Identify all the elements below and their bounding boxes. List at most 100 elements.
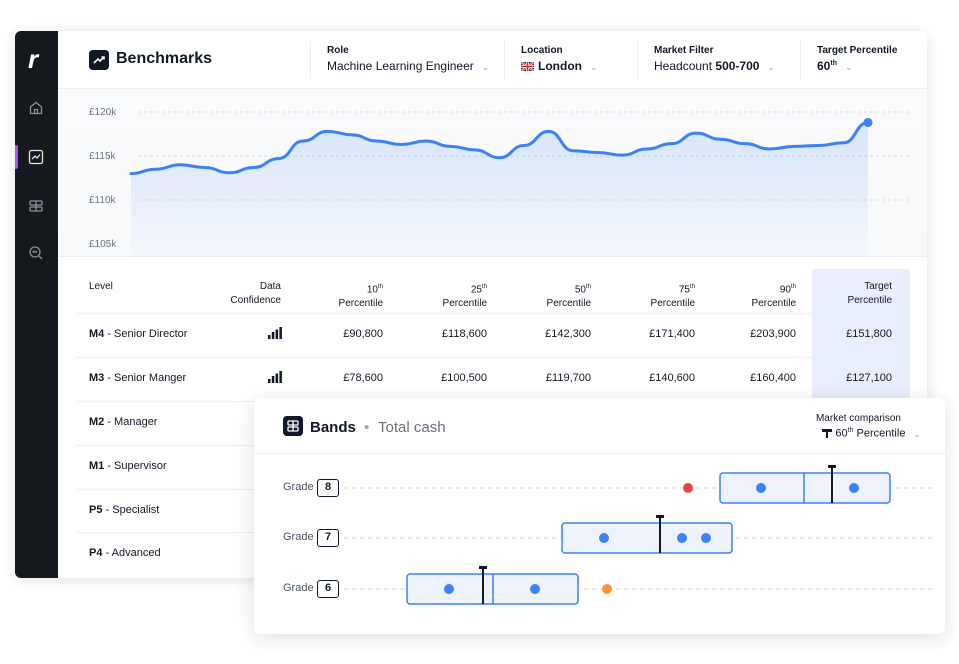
search-zoom-icon[interactable] — [28, 245, 44, 261]
target-value: £127,100 — [846, 372, 892, 384]
col-header-text: Percentile — [442, 298, 487, 310]
table-row-level[interactable]: M4 - Senior Director — [89, 328, 187, 340]
col-header-confidence-line2: Confidence — [230, 295, 281, 306]
market-comparison-suffix: th — [847, 427, 854, 434]
employee-dot[interactable] — [756, 483, 766, 493]
percentile-value: £160,400 — [750, 372, 796, 384]
chart-area-fill — [131, 122, 868, 257]
target-percentile-label: Target Percentile — [817, 45, 898, 56]
row-divider — [76, 313, 910, 314]
level-name: - Advanced — [102, 547, 161, 559]
target-percentile-suffix: th — [830, 60, 837, 67]
percentile-value: £171,400 — [649, 328, 695, 340]
col-header-p10: 10th Percentile — [303, 280, 383, 311]
table-row-level[interactable]: M2 - Manager — [89, 416, 157, 428]
grade-badge: 7 — [317, 529, 339, 547]
sidebar: r — [15, 31, 58, 578]
signal-strength-icon — [268, 327, 282, 339]
level-code: M2 — [89, 416, 105, 428]
trend-chart-icon[interactable] — [28, 149, 44, 165]
market-comparison-select[interactable]: 60th Percentile ⌄ — [822, 427, 921, 440]
level-code: P4 — [89, 547, 103, 559]
app-logo[interactable]: r — [28, 44, 39, 74]
y-tick-label: £115k — [89, 151, 116, 162]
outlier-dot[interactable] — [683, 483, 693, 493]
table-row-level[interactable]: P5 - Specialist — [89, 504, 159, 516]
title-separator: • — [364, 419, 370, 436]
benchmark-chart: £120k £115k £110k £105k — [58, 89, 927, 257]
percentile-value: £142,300 — [545, 328, 591, 340]
trend-chart-icon — [89, 50, 109, 70]
market-comparison-rest: Percentile — [853, 427, 906, 440]
level-name: - Senior Director — [104, 328, 188, 340]
level-code: P5 — [89, 504, 103, 516]
market-comparison-label: Market comparison — [815, 413, 901, 424]
percentile-marker-icon — [822, 428, 833, 438]
col-header-confidence: Data Confidence — [218, 280, 281, 308]
market-filter-value: 500-700 — [715, 59, 760, 73]
y-tick-label: £120k — [89, 107, 117, 118]
grade-badge: 6 — [317, 580, 339, 598]
col-header-text: Percentile — [751, 298, 796, 310]
top-bar: Benchmarks Role Machine Learning Enginee… — [58, 31, 927, 89]
market-comparison-value: 60 — [835, 427, 848, 440]
bands-icon — [283, 416, 303, 436]
pay-band-box[interactable] — [561, 522, 733, 554]
bands-header: Bands • Total cash Market comparison 60t… — [254, 398, 945, 454]
chevron-down-icon: ⌄ — [589, 62, 598, 72]
role-filter-value: Machine Learning Engineer — [327, 59, 474, 73]
col-header-suffix: th — [481, 284, 487, 290]
target-value: £151,800 — [846, 328, 892, 340]
market-filter-label: Market Filter — [654, 45, 714, 56]
percentile-value: £119,700 — [545, 372, 591, 384]
col-header-text: Percentile — [338, 298, 383, 310]
col-header-p90: 90th Percentile — [716, 280, 796, 311]
page-title: Benchmarks — [116, 50, 213, 67]
level-code: M1 — [89, 460, 105, 472]
level-code: M3 — [89, 372, 105, 384]
location-filter[interactable]: Location London ⌄ — [504, 41, 598, 79]
y-tick-label: £105k — [89, 239, 117, 250]
level-code: M4 — [89, 328, 105, 340]
grade-badge: 8 — [317, 479, 339, 497]
table-row-level[interactable]: P4 - Advanced — [89, 547, 161, 559]
table-row-level[interactable]: M1 - Supervisor — [89, 460, 167, 472]
percentile-value: £118,600 — [441, 328, 487, 340]
col-header-level: Level — [89, 281, 113, 292]
employee-dot[interactable] — [530, 584, 540, 594]
role-filter[interactable]: Role Machine Learning Engineer ⌄ — [310, 41, 489, 79]
outlier-dot[interactable] — [602, 584, 612, 594]
market-filter[interactable]: Market Filter Headcount 500-700 ⌄ — [637, 41, 775, 79]
target-percentile-value: 60 — [817, 59, 831, 73]
y-tick-label: £110k — [89, 195, 116, 206]
table-row-level[interactable]: M3 - Senior Manger — [89, 372, 186, 384]
col-header-number: 90 — [779, 284, 791, 296]
grade-label: Grade — [283, 582, 314, 594]
col-header-p50: 50th Percentile — [511, 280, 591, 311]
nav-active-indicator — [15, 145, 18, 169]
location-filter-value: London — [538, 59, 582, 73]
benchmark-line-chart — [129, 111, 910, 257]
target-percentile-marker-cap — [656, 515, 664, 518]
chart-latest-point[interactable] — [863, 118, 873, 128]
col-header-confidence-line1: Data — [259, 281, 281, 292]
bands-icon[interactable] — [28, 198, 44, 214]
benchmarks-window: r Benchmarks Role Machine Learning Engin… — [15, 31, 927, 578]
percentile-value: £90,800 — [343, 328, 383, 340]
chevron-down-icon: ⌄ — [481, 62, 490, 72]
employee-dot[interactable] — [444, 584, 454, 594]
percentile-value: £140,600 — [649, 372, 695, 384]
home-icon[interactable] — [28, 100, 44, 116]
employee-dot[interactable] — [701, 533, 711, 543]
pay-band-box[interactable] — [719, 472, 891, 504]
col-header-target-line1: Target — [864, 281, 892, 292]
col-header-number: 75 — [678, 284, 690, 296]
grade-label: Grade — [283, 531, 314, 543]
bands-card: Bands • Total cash Market comparison 60t… — [254, 398, 945, 634]
bands-title: Bands — [310, 419, 356, 436]
employee-dot[interactable] — [599, 533, 609, 543]
employee-dot[interactable] — [849, 483, 859, 493]
target-percentile-filter[interactable]: Target Percentile 60th ⌄ — [800, 41, 897, 79]
employee-dot[interactable] — [677, 533, 687, 543]
col-header-suffix: th — [585, 284, 591, 290]
